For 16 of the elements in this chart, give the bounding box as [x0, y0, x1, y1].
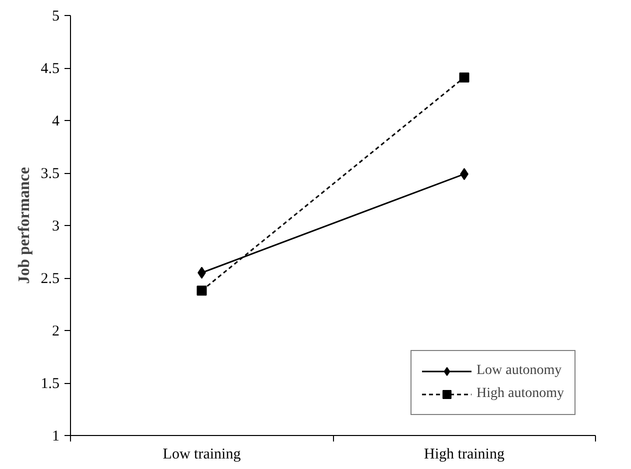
y-tick-label: 1.5 [40, 376, 60, 392]
y-tick-label: 5 [52, 8, 60, 24]
y-axis-title: Job performance [16, 167, 33, 284]
y-tick-label: 4.5 [40, 61, 60, 77]
y-tick-label: 3.5 [40, 166, 60, 182]
y-tick-label: 2.5 [40, 271, 60, 287]
legend-label: High autonomy [476, 386, 564, 402]
point [459, 72, 470, 82]
y-tick-label: 4 [52, 114, 60, 130]
y-tick-label: 1 [52, 428, 60, 444]
x-tick-label: High training [424, 446, 505, 462]
legend-label: Low autonomy [476, 363, 562, 379]
y-tick-label: 3 [52, 218, 60, 234]
y-tick-label: 2 [52, 324, 60, 340]
point [196, 286, 207, 296]
x-tick-label: Low training [162, 446, 242, 462]
